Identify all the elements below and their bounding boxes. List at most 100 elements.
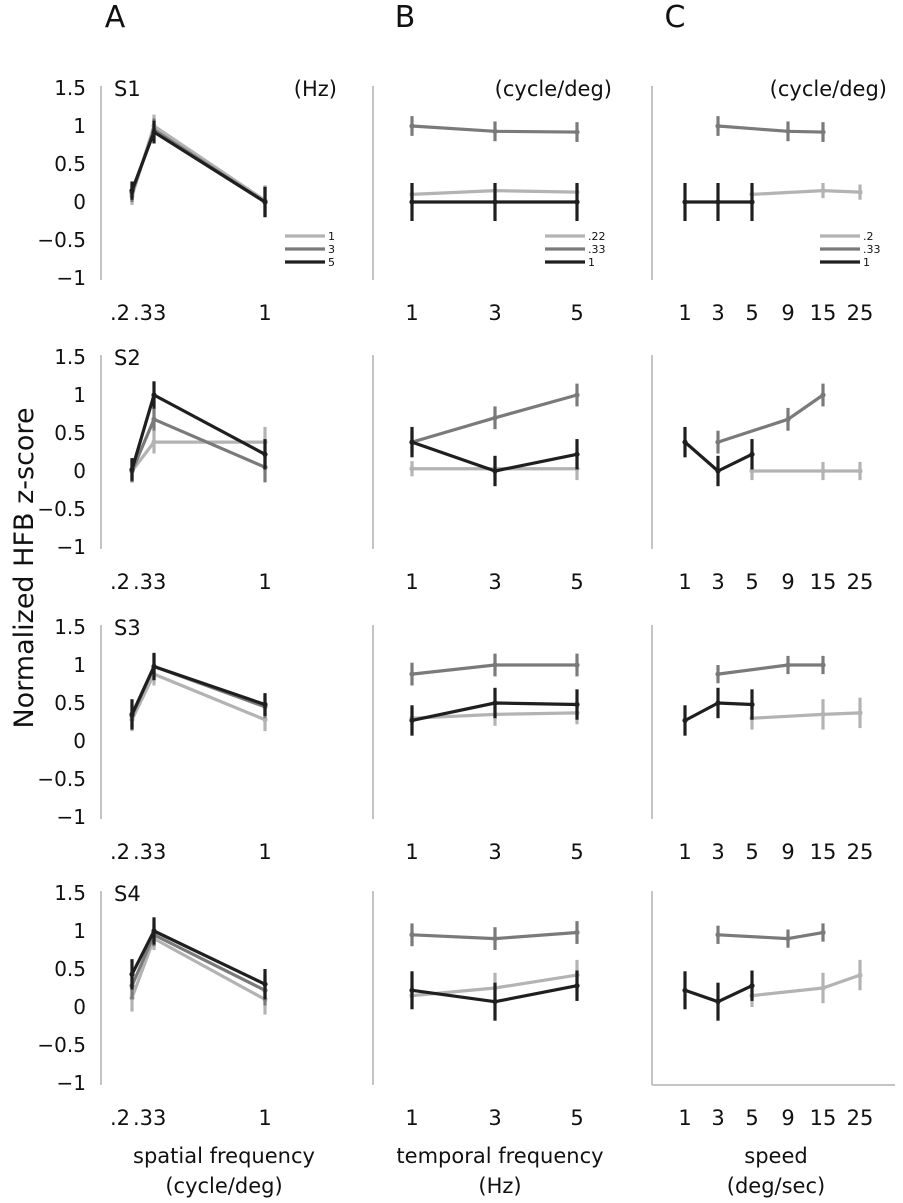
data-point	[785, 936, 791, 942]
y-tick-label: −1	[57, 805, 86, 829]
panel-b-s1: 1 3 5(cycle/deg).22.331	[372, 77, 612, 325]
y-tick-label: −0.5	[37, 497, 86, 521]
legend-entry: .22	[588, 230, 606, 243]
data-point	[574, 929, 580, 936]
data-point	[749, 701, 755, 708]
y-tick-label: 1.5	[54, 345, 86, 369]
subject-label: S4	[114, 882, 141, 906]
data-point	[715, 999, 721, 1005]
data-point	[715, 199, 721, 205]
y-tick-label: −0.5	[37, 767, 86, 791]
data-point	[409, 466, 415, 472]
data-point	[492, 999, 498, 1005]
data-point	[785, 416, 791, 422]
x-axis-label-speed: speed	[744, 1144, 807, 1168]
x-tick-label: 5	[745, 570, 758, 594]
x-tick-label: 5	[570, 840, 583, 864]
panel-a-s2: 1.5 1 0.5 0 −0.5 −1 .2.33 1 S2	[37, 345, 271, 594]
data-point	[682, 987, 688, 993]
x-tick-label: 9	[781, 840, 794, 864]
data-point	[262, 701, 268, 708]
x-tick-label: .2	[110, 840, 130, 864]
panel-letter-b: B	[395, 0, 416, 35]
data-point	[409, 199, 415, 205]
x-tick-label: .2	[110, 1106, 130, 1130]
data-point	[682, 439, 688, 445]
x-tick-label: 25	[847, 301, 874, 325]
x-tick-label: 15	[810, 301, 837, 325]
data-point	[151, 392, 157, 398]
y-tick-label: −1	[57, 266, 86, 290]
x-axis-unit-speed: (deg/sec)	[727, 1174, 825, 1198]
panel-letter-c: C	[665, 0, 686, 35]
data-point	[857, 468, 863, 474]
y-tick-label: 1.5	[54, 881, 86, 905]
x-tick-label: 25	[847, 840, 874, 864]
data-point	[409, 987, 415, 993]
x-axis-unit-spatial: (cycle/deg)	[165, 1174, 282, 1198]
data-point	[682, 199, 688, 205]
y-tick-label: 0	[73, 729, 86, 753]
x-tick-label: .33	[133, 1106, 166, 1130]
data-point	[409, 671, 415, 677]
y-axis-label: Normalized HFB z-score	[9, 407, 40, 728]
y-tick-label: 0	[73, 459, 86, 483]
panel-a-s4: 1.5 1 0.5 0 −0.5 −1 .2.33 1 S4	[37, 881, 271, 1130]
x-tick-label: 5	[570, 570, 583, 594]
x-tick-label: 5	[570, 1106, 583, 1130]
y-tick-label: 1	[73, 383, 86, 407]
x-axis-unit-temporal: (Hz)	[478, 1174, 521, 1198]
x-tick-label: 5	[745, 840, 758, 864]
data-point	[574, 701, 580, 708]
data-point	[492, 415, 498, 421]
data-point	[820, 468, 826, 474]
y-tick-label: −1	[57, 1071, 86, 1095]
data-point	[574, 983, 580, 989]
data-point	[682, 717, 688, 724]
x-tick-label: 3	[488, 570, 501, 594]
panel-c-s3: 1 3 5 9 15 25	[651, 625, 874, 864]
y-tick-label: −0.5	[37, 228, 86, 252]
panel-c-s4: 1 3 5 9 15 25	[651, 891, 895, 1130]
series-line-p33	[717, 393, 824, 444]
panel-b-s2: 1 3 5	[372, 355, 584, 594]
legend-entry: 1	[328, 230, 335, 243]
subject-label: S3	[114, 616, 141, 640]
data-point	[820, 188, 826, 194]
x-tick-label: 5	[745, 1106, 758, 1130]
panel-letter-a: A	[105, 0, 126, 35]
x-tick-label: 9	[781, 1106, 794, 1130]
legend-title: (cycle/deg)	[770, 77, 887, 101]
data-point	[574, 662, 580, 668]
x-axis-label-temporal: temporal frequency	[396, 1144, 603, 1168]
data-point	[262, 451, 268, 457]
x-tick-label: 3	[711, 301, 724, 325]
data-point	[857, 710, 863, 716]
x-tick-label: 15	[810, 570, 837, 594]
y-tick-label: 0.5	[54, 421, 86, 445]
panel-c-s1: 1 3 5 9 15 25(cycle/deg).2.331	[651, 77, 887, 325]
x-tick-label: 25	[847, 570, 874, 594]
x-tick-label: 1	[258, 840, 271, 864]
x-tick-label: .33	[133, 570, 166, 594]
data-point	[749, 199, 755, 205]
data-point	[151, 129, 157, 135]
data-point	[129, 971, 135, 977]
x-tick-label: 3	[711, 570, 724, 594]
data-point	[262, 199, 268, 205]
legend-entry: 1	[863, 256, 870, 269]
data-point	[151, 416, 157, 422]
panel-b-s3: 1 3 5	[372, 625, 584, 864]
y-tick-label: 0	[73, 995, 86, 1019]
data-point	[151, 928, 157, 934]
legend-title: (Hz)	[294, 77, 337, 101]
data-point	[492, 662, 498, 668]
panel-c-s2: 1 3 5 9 15 25	[651, 355, 874, 594]
data-point	[820, 985, 826, 991]
data-point	[574, 129, 580, 135]
x-tick-label: 3	[488, 840, 501, 864]
y-tick-label: 1	[73, 114, 86, 138]
data-point	[151, 439, 157, 445]
y-tick-label: −0.5	[37, 1033, 86, 1057]
